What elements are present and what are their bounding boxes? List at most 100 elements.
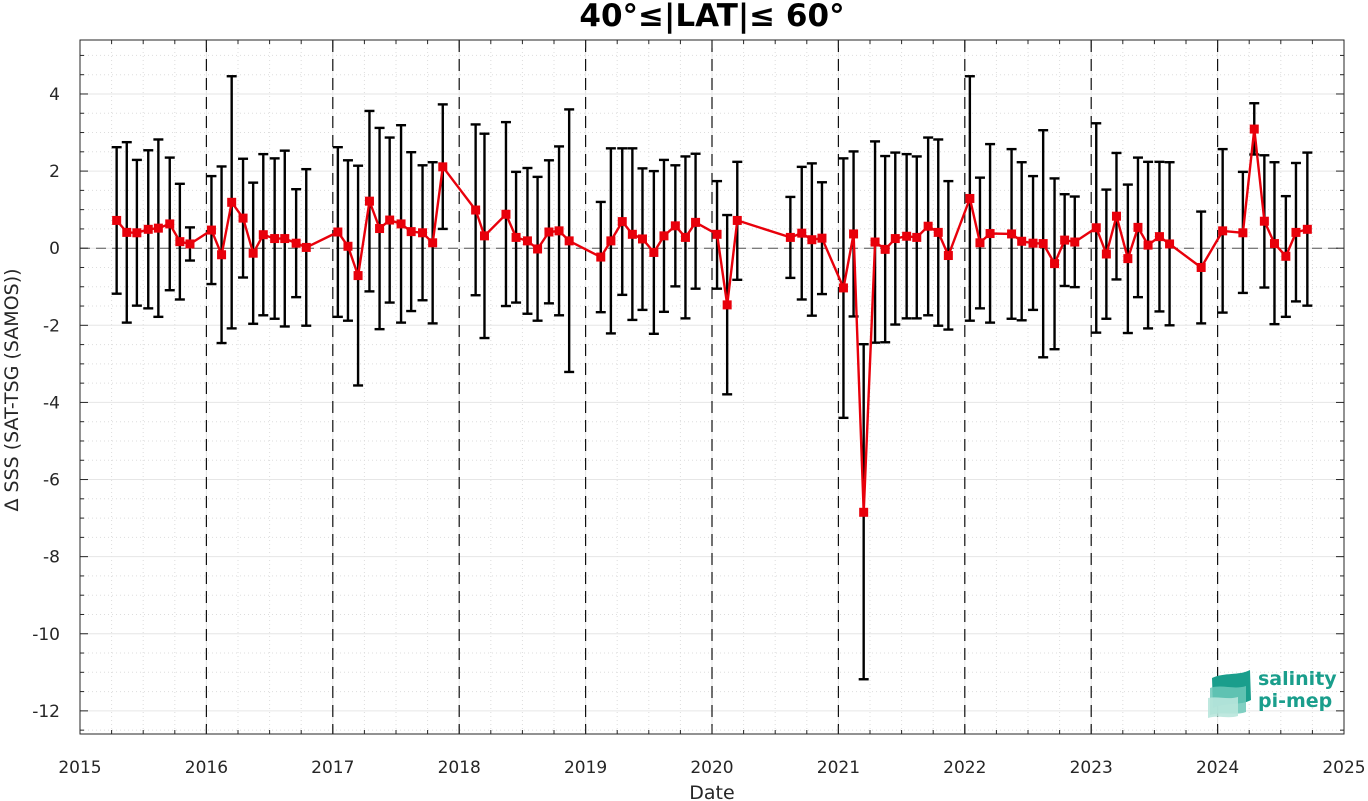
data-point xyxy=(1091,223,1101,233)
data-point xyxy=(965,193,975,203)
y-tick-label: 2 xyxy=(49,162,60,182)
data-point xyxy=(637,234,647,244)
data-point xyxy=(1143,240,1153,250)
x-tick-label: 2025 xyxy=(1322,758,1365,778)
data-point xyxy=(1133,222,1143,232)
data-point xyxy=(564,236,574,246)
data-point xyxy=(1007,229,1017,239)
data-point xyxy=(1218,226,1228,236)
y-axis-label: Δ SSS (SAT-TSG (SAMOS)) xyxy=(1,268,23,511)
y-tick-label: 0 xyxy=(49,239,60,259)
data-point xyxy=(849,229,859,239)
x-tick-label: 2022 xyxy=(943,758,986,778)
data-point xyxy=(291,238,301,248)
data-point xyxy=(153,223,163,233)
logo-text-salinity: salinity xyxy=(1258,668,1337,690)
data-point xyxy=(1017,236,1027,246)
data-point xyxy=(870,237,880,247)
data-point xyxy=(1111,211,1121,221)
data-point xyxy=(975,238,985,248)
data-point xyxy=(1238,228,1248,238)
data-point xyxy=(522,236,532,246)
salinity-pimep-logo: salinity pi-mep xyxy=(1208,668,1337,718)
data-point xyxy=(238,213,248,223)
data-point xyxy=(606,236,616,246)
data-point xyxy=(1123,254,1133,264)
data-point xyxy=(712,229,722,239)
data-point xyxy=(880,244,890,254)
data-point xyxy=(1249,124,1259,134)
y-tick-label: -10 xyxy=(32,625,60,645)
data-point xyxy=(943,251,953,261)
data-point xyxy=(132,228,142,238)
data-point xyxy=(511,232,521,242)
data-point xyxy=(375,224,385,234)
data-point xyxy=(364,196,374,206)
x-tick-label: 2017 xyxy=(311,758,354,778)
data-point xyxy=(554,226,564,236)
data-point xyxy=(217,250,227,260)
axis-ticks xyxy=(79,40,1345,734)
data-point xyxy=(1101,249,1111,259)
data-point xyxy=(206,225,216,235)
data-point xyxy=(923,221,933,231)
y-tick-label: -8 xyxy=(43,548,60,568)
data-point xyxy=(270,234,280,244)
x-tick-label: 2016 xyxy=(185,758,228,778)
data-point xyxy=(659,231,669,241)
data-point xyxy=(428,238,438,248)
data-point xyxy=(1259,216,1269,226)
data-point xyxy=(301,242,311,252)
x-tick-label: 2019 xyxy=(564,758,607,778)
chart-title: 40°≤|LAT|≤ 60° xyxy=(579,0,844,34)
data-point xyxy=(1038,239,1048,249)
data-point xyxy=(617,217,627,227)
x-tick-labels: 2015 2016 2017 2018 2019 2020 2021 2022 2023 2024… xyxy=(58,758,1365,778)
data-point xyxy=(732,215,742,225)
data-point xyxy=(670,221,680,231)
data-point xyxy=(1070,237,1080,247)
data-point xyxy=(627,229,637,239)
data-point xyxy=(1196,262,1206,272)
data-point xyxy=(185,239,195,249)
data-point xyxy=(817,233,827,243)
data-point xyxy=(385,215,395,225)
data-point xyxy=(785,232,795,242)
data-point xyxy=(1302,224,1312,234)
data-point xyxy=(258,230,268,240)
y-tick-label: -4 xyxy=(43,393,60,413)
year-separators xyxy=(205,40,1219,734)
data-point xyxy=(418,228,428,238)
data-point xyxy=(112,215,122,225)
data-point xyxy=(143,224,153,234)
data-point xyxy=(1060,235,1070,245)
data-point xyxy=(406,227,416,237)
data-point xyxy=(722,300,732,310)
y-tick-label: -12 xyxy=(32,702,60,722)
data-point xyxy=(396,219,406,229)
data-point xyxy=(1154,232,1164,242)
x-tick-label: 2021 xyxy=(817,758,860,778)
data-point xyxy=(807,235,817,245)
data-point xyxy=(859,507,869,517)
data-point xyxy=(890,234,900,244)
data-point xyxy=(985,229,995,239)
data-point xyxy=(122,227,132,237)
data-point xyxy=(175,237,185,247)
data-point xyxy=(280,234,290,244)
data-point xyxy=(1165,239,1175,249)
y-tick-label: 4 xyxy=(49,85,60,105)
y-tick-labels: 4 2 0 -2 -4 -6 -8 -10 -12 xyxy=(32,85,60,722)
data-point xyxy=(1050,259,1060,269)
data-point xyxy=(797,228,807,238)
x-tick-label: 2018 xyxy=(438,758,481,778)
data-point xyxy=(165,219,175,229)
data-point xyxy=(649,247,659,257)
data-point xyxy=(596,252,606,262)
data-point xyxy=(333,227,343,237)
data-point xyxy=(838,283,848,293)
x-tick-label: 2015 xyxy=(58,758,101,778)
data-point xyxy=(1291,227,1301,237)
